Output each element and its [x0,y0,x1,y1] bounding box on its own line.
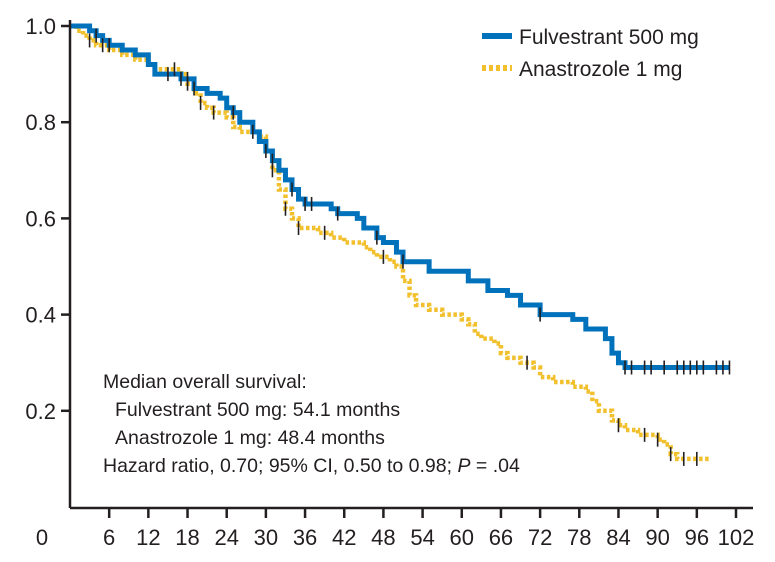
x-tick-label: 78 [567,525,591,550]
y-tick-label: 1.0 [25,14,56,39]
annotation-fulvestrant-median: Fulvestrant 500 mg: 54.1 months [115,399,400,421]
legend: Fulvestrant 500 mg Anastrozole 1 mg [482,26,699,81]
legend-label-fulvestrant: Fulvestrant 500 mg [519,26,699,49]
hazard-ratio-text: Hazard ratio, 0.70; 95% CI, 0.50 to 0.98… [103,455,457,477]
legend-label-anastrozole: Anastrozole 1 mg [519,58,682,81]
y-tick-label: 0.4 [25,303,56,328]
anastrozole-curve [70,23,710,462]
x-tick-label: 30 [254,525,278,550]
x-tick-label: 48 [371,525,395,550]
x-tick-label: 102 [718,525,755,550]
x-tick-label: 24 [214,525,238,550]
censor-marks [88,28,731,466]
annotation-heading: Median overall survival: [103,371,307,393]
x-tick-label: 12 [136,525,160,550]
y-tick-label: 0.2 [25,399,56,424]
p-value: = .04 [470,455,519,477]
x-tick-label: 42 [332,525,356,550]
p-symbol: P [457,455,470,477]
y-tick-label: 0.6 [25,206,56,231]
x-tick-label: 36 [293,525,317,550]
plot-area [70,23,731,466]
median-survival-annotation: Median overall survival: Fulvestrant 500… [103,371,520,477]
x-axis-ticks: 0 6 12 18 24 30 36 42 48 54 60 66 72 78 84 90 96 102 [36,508,754,550]
y-tick-label: 0.8 [25,110,56,135]
x-tick-label: 6 [103,525,115,550]
annotation-hazard-ratio: Hazard ratio, 0.70; 95% CI, 0.50 to 0.98… [103,455,520,477]
x-tick-label: 72 [528,525,552,550]
x-tick-label: 54 [410,525,434,550]
x-tick-label: 84 [606,525,630,550]
x-tick-label: 0 [36,525,48,550]
x-tick-label: 66 [489,525,513,550]
x-tick-label: 96 [685,525,709,550]
series-lines [70,23,730,462]
annotation-anastrozole-median: Anastrozole 1 mg: 48.4 months [115,427,385,449]
y-axis-ticks: 0.2 0.4 0.6 0.8 1.0 [25,14,70,424]
x-tick-label: 18 [175,525,199,550]
x-tick-label: 90 [645,525,669,550]
x-tick-label: 60 [450,525,474,550]
